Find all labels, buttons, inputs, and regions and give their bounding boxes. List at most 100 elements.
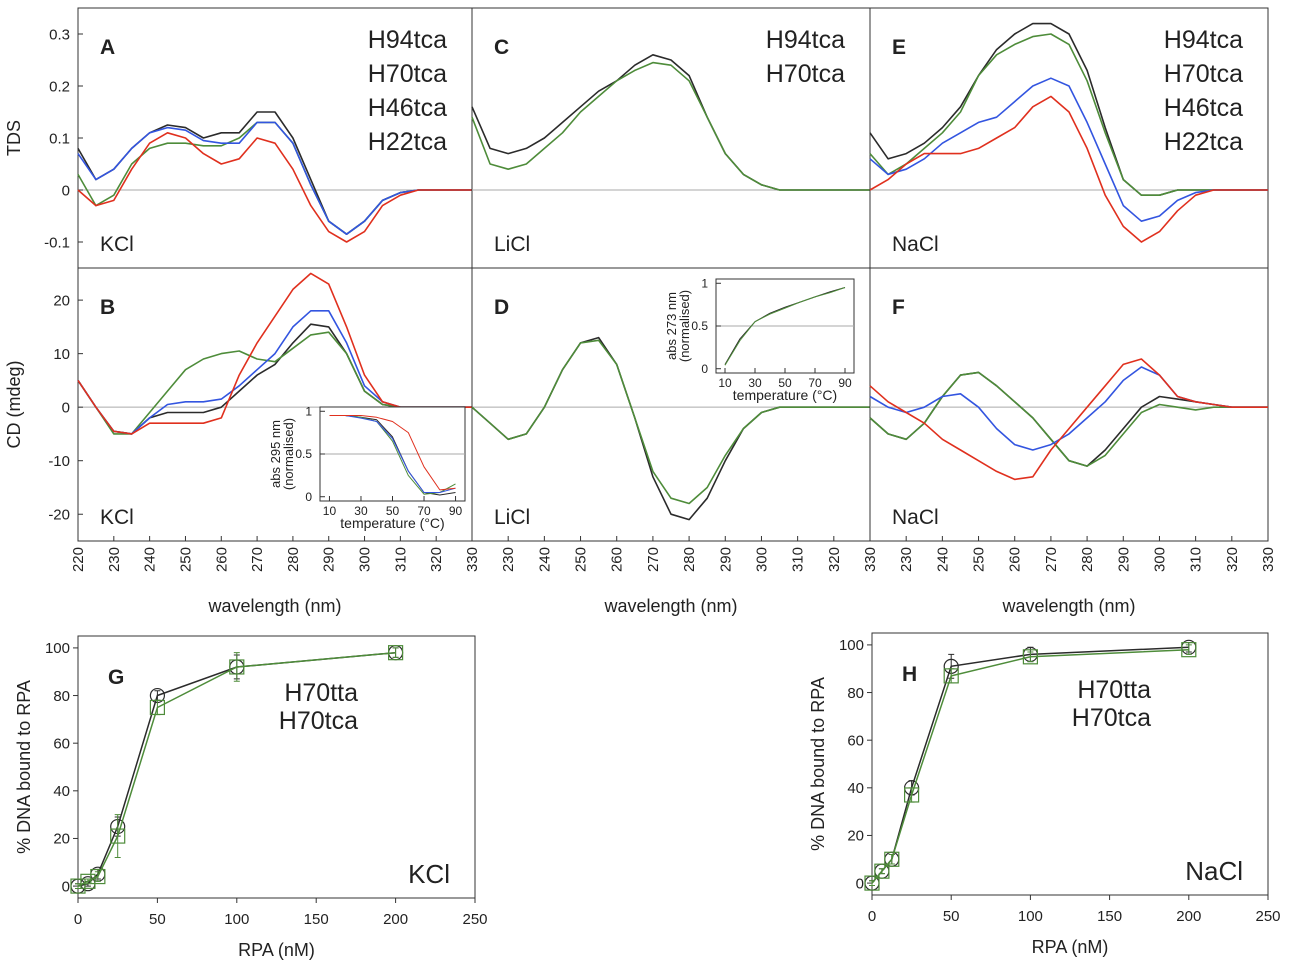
y-tick-label: 40 [53, 783, 70, 800]
salt-annotation: LiCl [494, 506, 530, 529]
panel: -0.1 0 0.1 0.2 0.3 H94tca H70tca H46tca H22tca A K… [4, 7, 473, 269]
x-tick-label: 70 [808, 376, 822, 390]
error-bar [1027, 651, 1034, 663]
data-point [229, 659, 245, 675]
legend-entry: H94tca [368, 26, 447, 54]
x-tick-label: 30 [354, 504, 368, 518]
y-tick-label: 100 [839, 637, 864, 654]
y-tick-label: -20 [48, 506, 70, 523]
y-tick-label: 0.5 [295, 447, 312, 461]
x-tick-label: 150 [1097, 908, 1122, 925]
error-bar [75, 883, 81, 889]
y-tick-label: 20 [847, 828, 864, 845]
x-tick-label: 250 [971, 547, 988, 572]
x-tick-label: 0 [868, 908, 876, 925]
y-tick-label: 0 [62, 182, 70, 199]
series-line [329, 415, 456, 491]
panel-label: F [892, 296, 905, 319]
legend-entry: H94tca [1164, 26, 1243, 54]
salt-annotation: KCl [100, 233, 134, 256]
x-tick-label: 260 [213, 547, 230, 572]
series-line [77, 132, 472, 243]
x-tick-label: 260 [1007, 547, 1024, 572]
plot-frame [77, 267, 473, 542]
x-tick-label: 90 [838, 376, 852, 390]
salt-annotation: LiCl [494, 233, 530, 256]
x-tick-label: 10 [323, 504, 337, 518]
panel-label: C [494, 36, 509, 59]
y-tick-label: 0 [305, 490, 312, 504]
data-point [110, 828, 126, 844]
data-point [1022, 649, 1039, 665]
y-tick-label: 0 [856, 875, 864, 892]
legend-entry: H70tca [279, 707, 358, 735]
series-line [869, 33, 1268, 196]
legend-entry: H22tca [368, 128, 447, 156]
error-bar [392, 647, 399, 658]
y-tick-label: -10 [48, 453, 70, 470]
panel-label: G [108, 666, 124, 689]
panel: 0 0.5 1 10 30 50 70 90 abs 295 nm(normalised) tem… [268, 404, 466, 531]
x-tick-label: 200 [383, 911, 408, 928]
x-tick-label: 220 [70, 547, 87, 572]
y-tick-label: 0.5 [691, 319, 708, 333]
error-bar [84, 878, 91, 885]
legend-entry: H46tca [368, 94, 447, 122]
y-axis-label: CD (mdeg) [4, 360, 24, 448]
x-tick-label: 250 [1255, 908, 1280, 925]
salt-annotation: NaCl [1185, 856, 1243, 886]
data-point [943, 668, 959, 684]
y-tick-label: 60 [53, 735, 70, 752]
x-axis-label: RPA (nM) [238, 940, 315, 960]
x-tick-label: 280 [285, 547, 302, 572]
x-tick-label: 90 [449, 504, 463, 518]
x-tick-label: 330 [862, 547, 879, 572]
series-line [869, 371, 1268, 467]
series-line [869, 95, 1268, 243]
legend-entry: H46tca [1164, 94, 1243, 122]
x-axis-label: temperature (°C) [340, 515, 444, 531]
x-tick-label: 70 [417, 504, 431, 518]
error-bar [869, 880, 875, 886]
data-point [864, 875, 880, 891]
legend-entry: H94tca [766, 26, 845, 54]
error-bar [114, 814, 121, 859]
x-tick-label: 280 [681, 547, 698, 572]
series-line [471, 339, 870, 505]
x-tick-label: 270 [645, 547, 662, 572]
panel-label: A [100, 36, 115, 59]
y-axis-label: % DNA bound to RPA [808, 677, 828, 851]
y-axis-label: TDS [4, 120, 24, 156]
x-axis-label: wavelength (nm) [1001, 596, 1135, 616]
legend-entry: H70tca [766, 60, 845, 88]
x-tick-label: 300 [753, 547, 770, 572]
panel: 0 0.5 1 10 30 50 70 90 abs 273 nm(normalised) tem… [664, 276, 855, 403]
x-tick-label: 320 [826, 547, 843, 572]
error-bar [233, 652, 240, 682]
x-tick-label: 330 [464, 547, 481, 572]
series-line [329, 415, 456, 493]
x-tick-label: 0 [74, 911, 82, 928]
x-tick-label: 310 [790, 547, 807, 572]
x-tick-label: 260 [609, 547, 626, 572]
x-tick-label: 30 [748, 376, 762, 390]
legend-entry: H70tca [368, 60, 447, 88]
x-tick-label: 300 [357, 547, 374, 572]
data-point [884, 851, 900, 867]
legend-entry: H70tca [1072, 704, 1151, 732]
x-tick-label: 50 [386, 504, 400, 518]
x-axis-label: wavelength (nm) [603, 596, 737, 616]
y-tick-label: 80 [847, 685, 864, 702]
error-bar [1185, 644, 1192, 655]
x-tick-label: 290 [321, 547, 338, 572]
x-tick-label: 330 [1260, 547, 1277, 572]
salt-annotation: KCl [408, 859, 450, 889]
series-line [869, 77, 1268, 222]
series-line [869, 358, 1268, 481]
panel-label: D [494, 296, 509, 319]
x-tick-label: 100 [224, 911, 249, 928]
x-tick-label: 290 [717, 547, 734, 572]
x-tick-label: 240 [934, 547, 951, 572]
